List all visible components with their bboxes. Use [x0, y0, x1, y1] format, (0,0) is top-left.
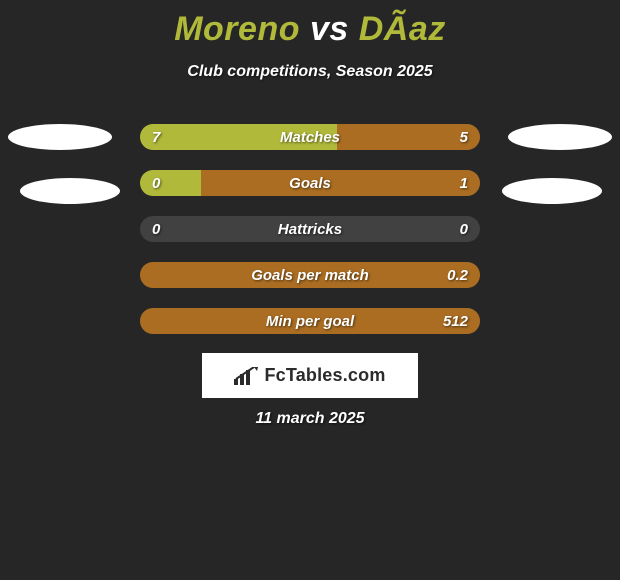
page-title: Moreno vs DÃ­az: [0, 0, 620, 49]
stat-row: 0 0 Hattricks: [140, 216, 480, 242]
value-player-a: 0: [152, 175, 160, 192]
fill-player-b: [201, 170, 480, 196]
date-text: 11 march 2025: [255, 410, 364, 428]
subtitle: Club competitions, Season 2025: [0, 63, 620, 81]
value-player-b: 0.2: [447, 267, 468, 284]
avatar-player-a-head: [8, 124, 112, 150]
metric-label: Hattricks: [278, 221, 342, 238]
value-player-b: 512: [443, 313, 468, 330]
metric-label: Min per goal: [266, 313, 354, 330]
title-separator: vs: [310, 10, 349, 48]
stat-row: 7 5 Matches: [140, 124, 480, 150]
value-player-b: 1: [460, 175, 468, 192]
avatar-player-a-body: [20, 178, 120, 204]
title-player-b: DÃ­az: [359, 10, 446, 48]
stat-row: 0.2 Goals per match: [140, 262, 480, 288]
value-player-b: 5: [460, 129, 468, 146]
branding-badge: FcTables.com: [202, 353, 418, 398]
metric-label: Matches: [280, 129, 340, 146]
stat-row: 512 Min per goal: [140, 308, 480, 334]
fill-player-b: [337, 124, 480, 150]
metric-label: Goals: [289, 175, 331, 192]
metric-label: Goals per match: [251, 267, 369, 284]
comparison-rows: 7 5 Matches 0 1 Goals 0 0 Hattricks 0.2 Goals per …: [140, 124, 480, 354]
value-player-b: 0: [460, 221, 468, 238]
bars-icon: [234, 367, 258, 385]
avatar-player-b-body: [502, 178, 602, 204]
avatar-player-b-head: [508, 124, 612, 150]
title-player-a: Moreno: [174, 10, 300, 48]
stat-row: 0 1 Goals: [140, 170, 480, 196]
value-player-a: 0: [152, 221, 160, 238]
fill-player-a: [140, 170, 201, 196]
branding-text: FcTables.com: [264, 365, 385, 386]
value-player-a: 7: [152, 129, 160, 146]
